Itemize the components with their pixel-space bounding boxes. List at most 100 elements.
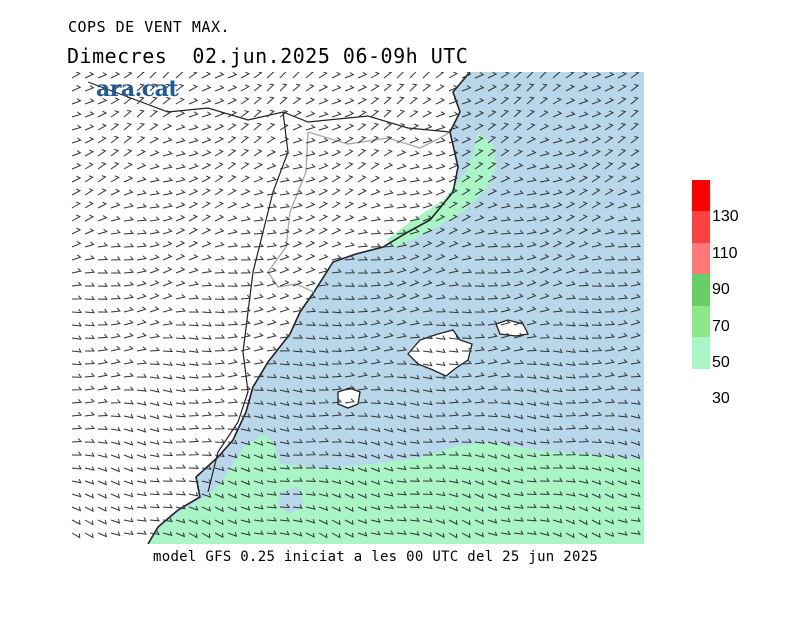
wind-barb — [487, 162, 497, 170]
wind-barb — [370, 399, 381, 405]
wind-barb — [500, 517, 511, 523]
wind-barb — [552, 335, 563, 340]
wind-barb — [136, 109, 145, 118]
wind-barb — [630, 414, 641, 419]
country-borders — [87, 81, 451, 493]
wind-barb — [149, 465, 160, 470]
wind-barb — [487, 97, 497, 105]
wind-barb — [227, 201, 238, 209]
wind-barb — [565, 214, 576, 222]
wind-barb — [604, 269, 615, 274]
wind-barb — [214, 452, 225, 458]
wind-barb — [292, 334, 303, 339]
wind-barb — [149, 306, 160, 313]
legend-band — [692, 242, 710, 275]
wind-barb — [98, 269, 108, 274]
wind-barb — [71, 451, 82, 456]
wind-barb — [292, 240, 303, 248]
wind-barb — [266, 401, 277, 406]
wind-barb — [214, 149, 224, 157]
legend-band — [692, 211, 710, 243]
wind-barb — [539, 190, 550, 196]
wind-barb — [123, 480, 134, 485]
wind-barb — [175, 532, 186, 538]
wind-barb — [175, 307, 186, 313]
wind-barb — [500, 162, 510, 170]
wind-barb — [370, 493, 381, 498]
wind-barb — [513, 346, 524, 352]
wind-barb — [422, 321, 434, 326]
wind-barb — [591, 111, 602, 118]
wind-barb — [71, 137, 82, 144]
wind-barb — [526, 241, 537, 248]
wind-barb — [149, 347, 161, 352]
wind-barb — [591, 438, 602, 444]
wind-barb — [344, 255, 356, 261]
wind-barb — [409, 293, 420, 300]
wind-barb — [604, 162, 614, 170]
wind-barb — [162, 96, 172, 105]
wind-barb — [513, 306, 524, 313]
wind-barb — [253, 479, 264, 485]
wind-barb — [513, 268, 524, 274]
wind-barb — [318, 111, 329, 118]
wind-barb — [630, 400, 641, 405]
wind-barb — [617, 372, 628, 378]
wind-barb — [240, 110, 250, 118]
wind-barb — [370, 84, 380, 92]
wind-barb — [513, 216, 525, 222]
wind-barb — [500, 149, 510, 157]
legend-band — [692, 368, 710, 400]
wind-barb — [604, 242, 615, 248]
wind-barb — [136, 268, 147, 274]
wind-barb — [149, 177, 160, 183]
wind-barb — [331, 227, 342, 235]
wind-barb — [136, 440, 147, 446]
wind-barb — [110, 426, 121, 432]
wind-barb — [617, 399, 628, 404]
wind-barb — [214, 321, 225, 326]
wind-barb — [383, 268, 394, 274]
wind-barb — [240, 480, 251, 486]
wind-barb — [487, 229, 498, 235]
wind-barb — [175, 464, 186, 469]
wind-barb — [604, 385, 615, 391]
wind-barb — [266, 453, 277, 459]
wind-barb — [331, 201, 341, 209]
wind-barb — [97, 425, 108, 430]
wind-barb — [227, 162, 237, 170]
wind-barb — [357, 385, 368, 391]
wind-barb — [591, 506, 601, 513]
wind-barb — [149, 109, 159, 118]
wind-barb — [136, 306, 147, 313]
wind-barb — [474, 242, 485, 248]
wind-barb — [253, 441, 264, 446]
wind-barb — [266, 466, 277, 471]
wind-barb — [97, 85, 108, 92]
wind-barb — [253, 83, 263, 92]
wind-barb — [500, 413, 511, 419]
wind-barb — [136, 242, 147, 248]
wind-barb — [474, 398, 485, 404]
wind-barb — [175, 137, 186, 144]
wind-barb — [591, 466, 602, 472]
wind-barb — [630, 162, 641, 170]
wind-barb — [474, 295, 485, 300]
wind-barb — [344, 519, 354, 525]
wind-barb — [448, 240, 459, 248]
wind-barb — [162, 137, 173, 144]
wind-barb — [617, 282, 629, 287]
wind-barb — [84, 295, 95, 301]
wind-barb — [552, 240, 563, 248]
wind-barb — [539, 347, 550, 353]
wind-barb — [461, 98, 472, 105]
wind-barb — [383, 319, 394, 326]
wind-barb — [578, 309, 589, 314]
wind-barb — [318, 163, 329, 170]
wind-barb — [552, 110, 563, 118]
wind-barb — [318, 267, 329, 274]
wind-barb — [396, 427, 407, 433]
wind-barb — [436, 412, 446, 417]
wind-barb — [461, 411, 472, 417]
wind-barb — [292, 348, 303, 353]
